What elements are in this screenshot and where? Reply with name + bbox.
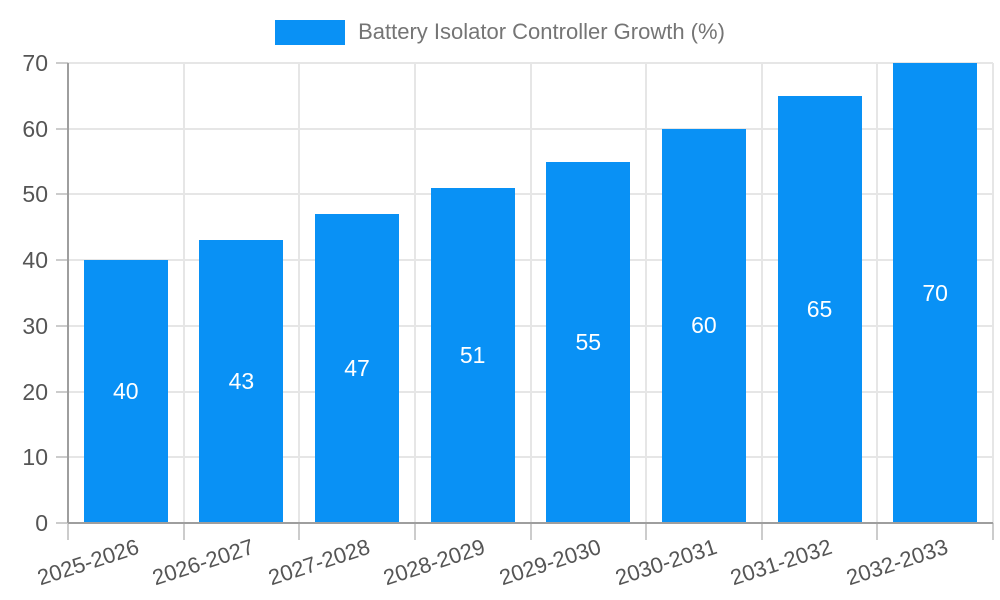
y-tick-mark: [56, 259, 68, 262]
x-tick-mark: [413, 523, 416, 540]
bar-value-label: 51: [459, 341, 486, 368]
x-tick-mark: [760, 523, 763, 540]
x-tick-mark: [876, 523, 879, 540]
bar-value-label: 43: [228, 368, 255, 395]
y-tick-label: 40: [22, 247, 48, 274]
plot-area: 40 43 47 51 55 60 65 70: [67, 62, 994, 524]
x-tick-label: 2028-2029: [380, 534, 489, 591]
bar-value-label: 55: [575, 328, 602, 355]
y-tick-label: 50: [22, 181, 48, 208]
bar[interactable]: 65: [777, 95, 862, 523]
x-gridline: [298, 63, 301, 523]
bar[interactable]: 51: [430, 187, 515, 523]
x-gridline: [876, 63, 879, 523]
bar[interactable]: 43: [199, 240, 284, 523]
x-tick-mark: [992, 523, 994, 540]
y-axis-line: [67, 63, 69, 523]
legend-swatch: [275, 19, 346, 45]
x-gridline: [992, 63, 994, 523]
bar[interactable]: 60: [661, 128, 746, 523]
y-tick-label: 70: [22, 50, 48, 76]
x-axis-line: [68, 522, 993, 524]
x-gridline: [760, 63, 763, 523]
bar[interactable]: 47: [315, 214, 400, 523]
x-tick-label: 2026-2027: [149, 534, 258, 591]
x-tick-label: 2027-2028: [264, 534, 373, 591]
y-tick-mark: [56, 62, 68, 64]
x-tick-mark: [298, 523, 301, 540]
y-tick-mark: [56, 522, 68, 524]
y-tick-mark: [56, 390, 68, 393]
x-gridline: [529, 63, 532, 523]
x-tick-mark: [529, 523, 532, 540]
y-tick-mark: [56, 127, 68, 130]
x-tick-mark: [182, 523, 185, 540]
y-tick-label: 0: [35, 510, 48, 536]
x-tick-label: 2032-2033: [843, 534, 951, 591]
y-tick-label: 20: [22, 378, 48, 405]
bar-value-label: 65: [806, 295, 833, 322]
legend-title: Battery Isolator Controller Growth (%): [358, 19, 725, 44]
y-tick-label: 10: [22, 444, 48, 471]
bar[interactable]: 55: [546, 161, 631, 523]
x-tick-label: 2031-2032: [727, 534, 836, 591]
bar-value-label: 60: [691, 312, 717, 339]
x-gridline: [182, 63, 185, 523]
bar-value-label: 70: [922, 279, 948, 306]
y-tick-label: 60: [22, 115, 48, 142]
bar[interactable]: 70: [893, 63, 978, 523]
chart-legend: Battery Isolator Controller Growth (%): [0, 19, 1000, 45]
bar[interactable]: 40: [83, 260, 168, 523]
bar-value-label: 47: [344, 355, 370, 382]
x-gridline: [645, 63, 648, 523]
bar-value-label: 40: [113, 378, 139, 405]
x-tick-label: 2030-2031: [611, 534, 720, 591]
y-tick-label: 30: [22, 312, 48, 339]
y-tick-mark: [56, 456, 68, 459]
x-gridline: [413, 63, 416, 523]
x-tick-mark: [67, 523, 69, 540]
x-tick-label: 2029-2030: [496, 534, 605, 591]
x-tick-mark: [645, 523, 648, 540]
y-tick-mark: [56, 324, 68, 327]
y-tick-mark: [56, 193, 68, 196]
x-tick-label: 2025-2026: [33, 534, 142, 591]
